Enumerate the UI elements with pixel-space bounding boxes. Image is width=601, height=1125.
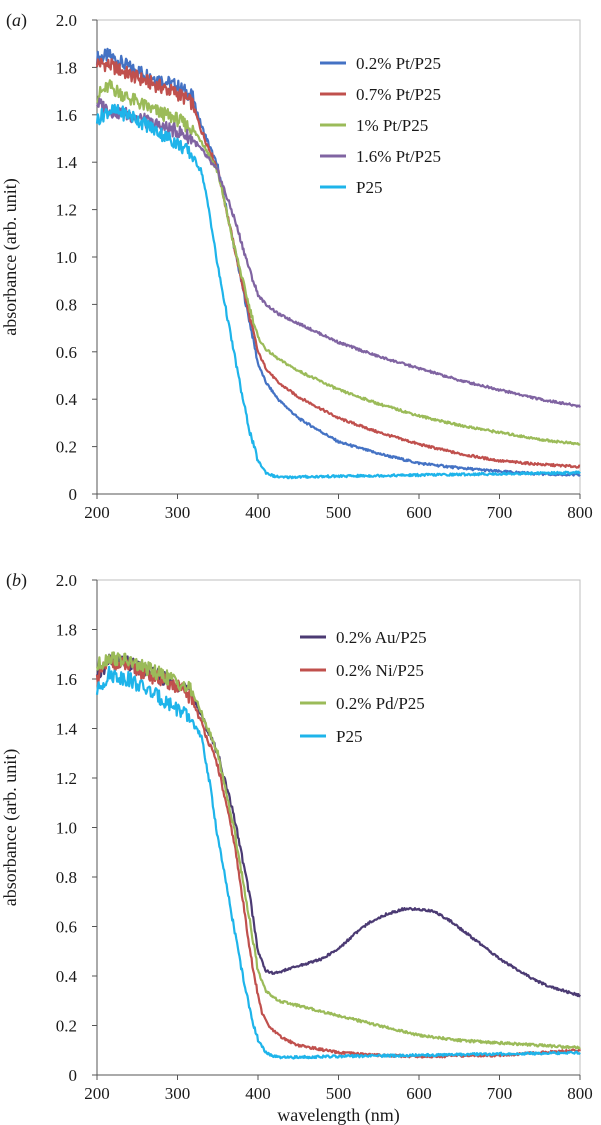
x-tick-label: 200: [84, 503, 110, 522]
y-tick-label: 1.4: [56, 153, 78, 172]
x-tick-label: 600: [406, 503, 432, 522]
legend-label: P25: [356, 178, 382, 197]
series-line-4: [96, 97, 582, 408]
legend-label: 0.2% Ni/P25: [336, 661, 424, 680]
y-tick-label: 1.6: [56, 106, 77, 125]
y-tick-label: 1.8: [56, 621, 77, 640]
series-line-2: [95, 57, 581, 469]
y-tick-label: 0: [69, 1066, 78, 1085]
y-tick-label: 0.8: [56, 295, 77, 314]
y-tick-label: 0.4: [56, 967, 78, 986]
y-tick-label: 2.0: [56, 571, 77, 590]
legend-label: 0.7% Pt/P25: [356, 85, 441, 104]
chart-panel-a: 0 0.2 0.4 0.6 0.8 1.0 1.2 1.4 1.6 1.8 2.0 200 300 400…: [0, 10, 593, 522]
legend-label: 0.2% Au/P25: [336, 628, 427, 647]
y-tick-label: 0.2: [56, 438, 77, 457]
series-line-2: [95, 655, 582, 1059]
x-tick-label: 400: [245, 503, 271, 522]
y-axis-label: absorbance (arb. unit): [0, 749, 21, 906]
x-tick-label: 800: [567, 1084, 593, 1103]
x-tick-label: 800: [567, 503, 593, 522]
y-tick-label: 1.6: [56, 670, 77, 689]
y-tick-label: 2.0: [56, 11, 77, 30]
y-tick-label: 0: [69, 485, 78, 504]
x-tick-label: 700: [487, 1084, 513, 1103]
y-tick-label: 0.6: [56, 343, 77, 362]
x-tick-label: 500: [326, 1084, 352, 1103]
series-line-3: [95, 651, 581, 1050]
y-tick-label: 1.0: [56, 819, 77, 838]
x-tick-label: 400: [245, 1084, 271, 1103]
chart-panel-b: 0 0.2 0.4 0.6 0.8 1.0 1.2 1.4 1.6 1.8 2.0 200 300 400…: [0, 570, 593, 1125]
y-axis-label: absorbance (arb. unit): [0, 178, 21, 335]
y-tick-label: 0.4: [56, 390, 78, 409]
x-tick-label: 300: [165, 1084, 191, 1103]
legend: 0.2% Pt/P25 0.7% Pt/P25 1% Pt/P25 1.6% Pt/P…: [320, 54, 441, 197]
x-axis-label: wavelength (nm): [277, 1105, 399, 1125]
y-tick-label: 1.4: [56, 720, 78, 739]
legend-label: 1.6% Pt/P25: [356, 147, 441, 166]
series-line-4: [95, 665, 581, 1060]
y-tick-label: 1.2: [56, 769, 77, 788]
y-tick-label: 0.8: [56, 868, 77, 887]
series-line-1: [95, 47, 581, 477]
y-tick-label: 0.2: [56, 1017, 77, 1036]
plot-area: [96, 579, 581, 1076]
y-tick-label: 0.6: [56, 918, 77, 937]
legend-label: 0.2% Pd/P25: [336, 694, 425, 713]
panel-label: (a): [6, 10, 27, 31]
legend-label: P25: [336, 727, 362, 746]
series-line-5: [95, 103, 581, 480]
x-tick-label: 700: [487, 503, 513, 522]
x-tick-label: 300: [165, 503, 191, 522]
y-tick-label: 1.2: [56, 201, 77, 220]
legend-label: 0.2% Pt/P25: [356, 54, 441, 73]
y-tick-label: 1.0: [56, 248, 77, 267]
legend-label: 1% Pt/P25: [356, 116, 428, 135]
panel-label: (b): [6, 570, 27, 591]
y-tick-label: 1.8: [56, 58, 77, 77]
x-tick-label: 600: [406, 1084, 432, 1103]
x-tick-label: 500: [326, 503, 352, 522]
legend: 0.2% Au/P25 0.2% Ni/P25 0.2% Pd/P25 P25: [300, 628, 427, 746]
series-line-3: [96, 79, 581, 446]
x-tick-label: 200: [84, 1084, 110, 1103]
